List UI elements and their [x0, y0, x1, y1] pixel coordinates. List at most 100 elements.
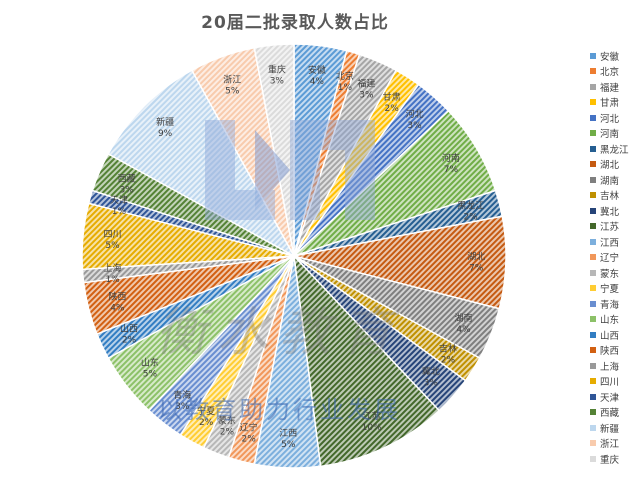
legend-item-新疆: 新疆 [590, 420, 640, 436]
legend-label: 黑龙江 [600, 144, 629, 156]
slice-label-湖南: 湖南 [455, 312, 473, 324]
legend-swatch [590, 378, 596, 385]
slice-label-天津: 天津 [110, 195, 128, 206]
pie-slice-重庆 [253, 43, 295, 257]
slice-label-吉林: 吉林 [439, 343, 457, 355]
legend-swatch [590, 161, 596, 168]
legend-item-河北: 河北 [590, 110, 640, 126]
slice-label-河南: 河南 [442, 152, 460, 164]
legend-item-陕西: 陕西 [590, 343, 640, 359]
slice-value-江西: 5% [281, 440, 296, 450]
legend-item-山西: 山西 [590, 327, 640, 343]
slice-label-陕西: 陕西 [108, 290, 126, 302]
legend-label: 北京 [600, 67, 620, 79]
legend-item-浙江: 浙江 [590, 436, 640, 452]
legend-swatch [590, 455, 596, 462]
slice-value-西藏: 3% [120, 186, 135, 196]
slice-value-河南: 7% [444, 165, 459, 175]
legend-item-上海: 上海 [590, 358, 640, 374]
slice-value-重庆: 3% [270, 76, 285, 86]
legend-item-蒙东: 蒙东 [590, 265, 640, 281]
legend-swatch [590, 130, 596, 137]
slice-value-江苏: 10% [362, 423, 382, 433]
legend-item-天津: 天津 [590, 389, 640, 405]
pie-slice-江苏 [292, 253, 441, 468]
legend-swatch [590, 300, 596, 307]
slice-value-湖北: 7% [469, 264, 484, 274]
legend-item-重庆: 重庆 [590, 451, 640, 467]
legend-swatch [590, 347, 596, 354]
legend-swatch [590, 362, 596, 369]
slice-value-蒙东: 2% [220, 428, 235, 438]
slice-value-陕西: 4% [110, 303, 125, 313]
slice-label-西藏: 西藏 [118, 173, 136, 185]
legend-label: 上海 [600, 361, 620, 373]
slice-label-辽宁: 辽宁 [240, 422, 258, 434]
legend-item-安徽: 安徽 [590, 48, 640, 64]
legend-item-辽宁: 辽宁 [590, 250, 640, 266]
slice-value-冀北: 3% [424, 379, 439, 389]
slice-label-上海: 上海 [103, 262, 121, 274]
watermark-slogan: 以教育助力行业发展 [158, 396, 401, 424]
slice-label-宁夏: 宁夏 [197, 405, 215, 417]
slice-label-江苏: 江苏 [363, 410, 381, 422]
slice-value-新疆: 9% [158, 129, 173, 139]
slice-label-湖北: 湖北 [467, 252, 485, 263]
legend-label: 浙江 [600, 439, 620, 451]
slice-value-甘肃: 2% [385, 104, 400, 114]
legend-swatch [590, 393, 596, 400]
legend-item-冀北: 冀北 [590, 203, 640, 219]
legend-label: 安徽 [600, 51, 620, 63]
legend-item-吉林: 吉林 [590, 188, 640, 204]
slice-label-蒙东: 蒙东 [218, 415, 236, 427]
legend-item-江西: 江西 [590, 234, 640, 250]
legend-label: 蒙东 [600, 268, 620, 280]
watermark-text: 衡水教育 [155, 303, 404, 363]
legend-label: 江苏 [600, 222, 620, 234]
legend-swatch [590, 176, 596, 183]
legend-swatch [590, 52, 596, 59]
legend-item-青海: 青海 [590, 296, 640, 312]
legend-label: 辽宁 [600, 253, 620, 265]
legend-swatch [590, 316, 596, 323]
slice-value-青海: 3% [175, 402, 190, 412]
legend-swatch [590, 269, 596, 276]
slice-value-山西: 2% [122, 336, 137, 346]
legend-label: 新疆 [600, 423, 620, 435]
legend-item-西藏: 西藏 [590, 405, 640, 421]
slice-value-河北: 3% [407, 121, 422, 131]
legend-swatch [590, 440, 596, 447]
legend-label: 福建 [600, 82, 620, 94]
legend-label: 宁夏 [600, 284, 620, 296]
legend-swatch [590, 99, 596, 106]
watermark-logo-icon [205, 120, 375, 220]
legend-swatch [590, 409, 596, 416]
slice-value-北京: 1% [338, 83, 353, 93]
legend-swatch [590, 254, 596, 261]
legend-label: 吉林 [600, 191, 620, 203]
legend-label: 湖南 [600, 175, 620, 187]
legend-item-甘肃: 甘肃 [590, 95, 640, 111]
legend-label: 天津 [600, 392, 620, 404]
legend-swatch [590, 424, 596, 431]
slice-value-宁夏: 2% [199, 418, 214, 428]
slice-label-山西: 山西 [120, 324, 138, 335]
legend-swatch [590, 145, 596, 152]
slice-label-四川: 四川 [103, 230, 121, 240]
legend-item-湖北: 湖北 [590, 157, 640, 173]
slice-value-安徽: 4% [310, 77, 325, 87]
slice-label-新疆: 新疆 [156, 116, 174, 128]
slice-value-山东: 5% [143, 370, 158, 380]
slice-value-四川: 5% [105, 241, 120, 251]
slice-label-黑龙江: 黑龙江 [457, 200, 484, 212]
slice-value-黑龙江: 2% [463, 213, 478, 223]
pie-slice-新疆 [107, 69, 296, 258]
slice-value-福建: 3% [359, 91, 374, 101]
legend-label: 西藏 [600, 408, 620, 420]
legend-item-山东: 山东 [590, 312, 640, 328]
slice-value-湖南: 4% [456, 325, 471, 335]
legend-swatch [590, 83, 596, 90]
legend-item-黑龙江: 黑龙江 [590, 141, 640, 157]
slice-label-浙江: 浙江 [223, 73, 241, 85]
legend-label: 山东 [600, 315, 620, 327]
